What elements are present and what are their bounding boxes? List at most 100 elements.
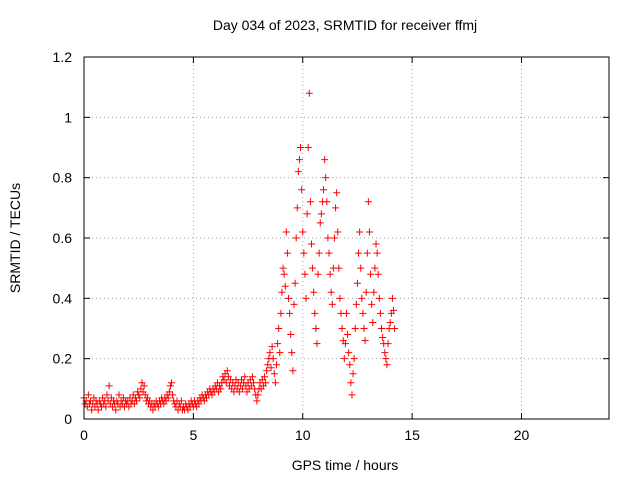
y-tick-label: 0.6 <box>53 230 73 246</box>
data-point <box>333 189 341 197</box>
data-point <box>269 355 277 363</box>
data-point <box>349 370 357 378</box>
data-point <box>372 240 380 248</box>
data-point <box>374 270 382 278</box>
data-point <box>280 270 288 278</box>
data-point <box>367 270 375 278</box>
data-point <box>308 240 315 248</box>
data-point <box>298 186 306 194</box>
data-point <box>262 379 270 387</box>
data-point <box>376 309 384 317</box>
data-point <box>388 294 396 302</box>
data-point <box>303 210 311 218</box>
data-point <box>266 349 274 357</box>
data-point <box>290 300 298 308</box>
data-point <box>164 394 172 402</box>
data-point <box>169 391 177 399</box>
data-point <box>283 249 291 257</box>
data-point <box>274 340 282 348</box>
data-point <box>112 406 120 414</box>
data-point <box>270 370 278 378</box>
data-point <box>371 264 379 272</box>
data-point <box>136 394 144 402</box>
x-tick-label: 20 <box>514 427 530 443</box>
data-point <box>363 249 371 257</box>
data-point <box>355 249 363 257</box>
data-point <box>313 340 321 348</box>
x-tick-labels: 0 5 10 15 20 <box>80 427 529 443</box>
data-point <box>375 294 383 302</box>
data-point <box>268 343 276 351</box>
y-axis-label: SRMTID / TECUs <box>7 183 23 293</box>
data-point <box>88 406 96 414</box>
data-point <box>365 228 373 236</box>
x-tick-label: 0 <box>80 427 88 443</box>
data-point <box>297 144 305 151</box>
data-point <box>314 270 322 278</box>
data-point <box>277 309 285 317</box>
data-point <box>166 382 174 390</box>
data-point <box>378 325 385 332</box>
data-point <box>356 228 364 236</box>
data-point <box>311 309 319 317</box>
y-tick-label: 1 <box>64 109 72 125</box>
data-point <box>253 397 261 405</box>
x-axis-label: GPS time / hours <box>292 457 399 473</box>
data-point <box>348 391 356 399</box>
data-point <box>301 270 309 278</box>
data-point <box>260 373 268 381</box>
data-point <box>222 379 230 387</box>
data-point <box>282 228 290 236</box>
data-point <box>335 264 343 272</box>
data-point <box>347 379 355 387</box>
data-point <box>275 325 283 332</box>
data-point <box>336 294 344 302</box>
data-point <box>302 294 310 302</box>
data-point <box>359 309 367 317</box>
data-point <box>334 228 342 236</box>
data-point <box>325 249 333 257</box>
data-point <box>351 325 359 332</box>
data-point <box>295 156 303 164</box>
data-point <box>323 198 331 206</box>
data-point <box>289 367 297 375</box>
axis-ticks <box>83 56 609 420</box>
data-point <box>102 403 110 411</box>
data-point <box>361 337 369 345</box>
data-point <box>279 264 287 272</box>
data-point <box>168 379 175 387</box>
data-point <box>105 382 113 390</box>
data-point <box>357 264 365 272</box>
data-point <box>373 249 381 257</box>
data-point <box>362 288 370 296</box>
y-tick-labels: 0 0.2 0.4 0.6 0.8 1 1.2 <box>53 49 73 427</box>
data-point <box>321 156 329 164</box>
data-point <box>327 288 335 296</box>
data-point <box>330 234 338 242</box>
data-point <box>223 367 231 375</box>
data-point <box>317 210 325 218</box>
data-point <box>304 144 312 151</box>
data-point <box>346 361 354 369</box>
data-point <box>384 340 392 348</box>
data-point <box>235 388 243 396</box>
data-point <box>386 318 394 326</box>
data-point <box>248 373 256 381</box>
y-tick-label: 0.2 <box>53 351 73 367</box>
data-point <box>140 382 148 390</box>
data-point <box>345 349 353 357</box>
data-point <box>383 361 391 369</box>
data-point <box>241 373 249 381</box>
data-point <box>370 288 378 296</box>
data-point <box>328 300 336 308</box>
data-point <box>322 174 330 182</box>
y-tick-label: 0.4 <box>53 290 73 306</box>
y-tick-label: 0.8 <box>53 170 73 186</box>
data-point <box>84 391 92 399</box>
data-point <box>364 198 372 206</box>
data-point <box>267 364 275 372</box>
data-point <box>324 234 332 242</box>
data-point <box>315 249 323 257</box>
data-point <box>288 349 296 357</box>
data-point <box>264 361 272 369</box>
